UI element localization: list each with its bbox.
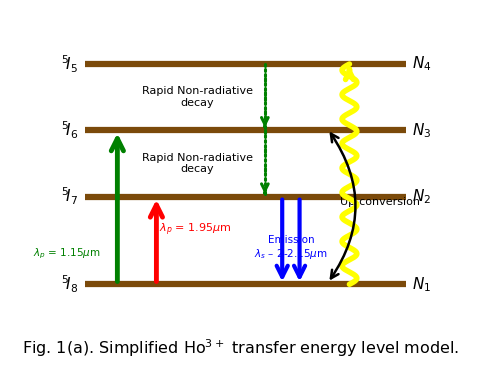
Text: $^5\!\mathbf{\mathit{I}}_7$: $^5\!\mathbf{\mathit{I}}_7$ [61,186,78,208]
Text: $N_1$: $N_1$ [413,275,431,294]
Text: $\lambda_p$ = 1.15$\mu$m: $\lambda_p$ = 1.15$\mu$m [33,247,101,261]
Text: $^5\!\mathbf{\mathit{I}}_8$: $^5\!\mathbf{\mathit{I}}_8$ [61,274,78,295]
Text: Rapid Non-radiative
decay: Rapid Non-radiative decay [142,86,253,108]
Text: $N_2$: $N_2$ [413,187,431,206]
Text: Rapid Non-radiative
decay: Rapid Non-radiative decay [142,153,253,174]
Text: Emission
$\lambda_s$ – 2-2.15$\mu$m: Emission $\lambda_s$ – 2-2.15$\mu$m [254,235,328,261]
Text: $N_3$: $N_3$ [413,121,432,140]
Text: $^5\!\mathbf{\mathit{I}}_6$: $^5\!\mathbf{\mathit{I}}_6$ [61,120,78,141]
Text: Up-conversion: Up-conversion [340,197,420,207]
Text: Fig. 1(a). Simplified Ho$^{3+}$ transfer energy level model.: Fig. 1(a). Simplified Ho$^{3+}$ transfer… [23,337,459,359]
Text: $\lambda_p$ = 1.95$\mu$m: $\lambda_p$ = 1.95$\mu$m [159,222,231,238]
Text: $^5\!\mathbf{\mathit{I}}_5$: $^5\!\mathbf{\mathit{I}}_5$ [61,53,78,75]
Text: $N_4$: $N_4$ [413,55,432,74]
